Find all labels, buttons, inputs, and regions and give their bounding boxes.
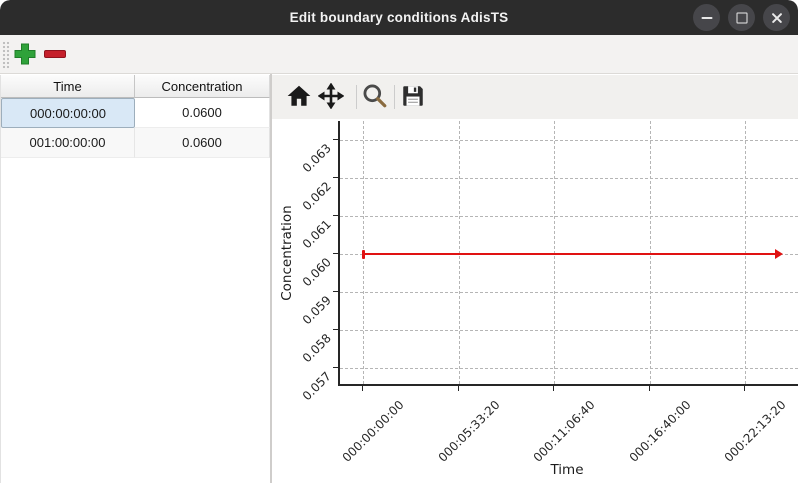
save-figure-button[interactable] (400, 83, 426, 109)
magnifier-icon (362, 84, 388, 113)
window-titlebar: Edit boundary conditions AdisTS (0, 0, 798, 35)
minimize-button[interactable] (693, 4, 720, 31)
time-cell[interactable]: 001:00:00:00 (1, 128, 135, 158)
table-row: 000:00:00:00 0.0600 (1, 98, 270, 128)
y-tick (333, 291, 340, 292)
x-gridline (458, 121, 460, 384)
x-tick (457, 384, 459, 391)
y-gridline (340, 140, 798, 141)
toolbar-grip-handle[interactable] (2, 41, 10, 69)
x-axis-label: Time (550, 462, 584, 478)
y-gridline (340, 216, 798, 217)
edit-toolbar (0, 35, 798, 74)
y-gridline (340, 292, 798, 293)
toolbar-separator (394, 85, 395, 109)
data-line-start-marker (361, 249, 365, 259)
add-row-button[interactable] (14, 43, 36, 65)
data-line (363, 252, 775, 256)
x-tick (648, 384, 650, 391)
minimize-icon (701, 16, 712, 19)
x-axis-spine (338, 384, 798, 386)
x-tick (744, 384, 745, 391)
y-tick (333, 367, 340, 368)
window-controls (693, 4, 790, 31)
y-axis-label: Concentration (279, 205, 295, 301)
concentration-cell[interactable]: 0.0600 (135, 98, 270, 128)
figure[interactable]: 0.063 0.062 0.061 0.060 0.059 0.058 0.057 000:0… (272, 119, 798, 483)
x-gridline (745, 121, 746, 384)
plot-nav-toolbar (272, 75, 798, 119)
boundary-table: Time Concentration 000:00:00:00 0.0600 001… (0, 75, 270, 483)
column-header-time[interactable]: Time (1, 75, 135, 98)
y-gridline (340, 330, 798, 331)
close-button[interactable] (763, 4, 790, 31)
table-header: Time Concentration (1, 75, 270, 98)
data-line-end-arrow (775, 249, 783, 259)
y-tick (333, 253, 340, 254)
y-tick (333, 329, 340, 330)
y-tick (333, 177, 340, 178)
table-body: 000:00:00:00 0.0600 001:00:00:00 0.0600 (1, 98, 270, 158)
maximize-icon (736, 12, 747, 23)
home-button[interactable] (286, 83, 312, 109)
panel-splitter[interactable] (270, 74, 272, 483)
minus-icon (44, 50, 66, 69)
window-title: Edit boundary conditions AdisTS (289, 10, 509, 25)
column-header-concentration[interactable]: Concentration (135, 75, 270, 98)
x-tick (362, 384, 363, 391)
y-gridline (340, 178, 798, 179)
pan-arrows-icon (317, 82, 345, 113)
concentration-cell[interactable]: 0.0600 (135, 128, 270, 158)
plus-icon (14, 43, 36, 69)
time-cell[interactable]: 000:00:00:00 (1, 98, 135, 128)
pan-button[interactable] (317, 82, 345, 110)
x-tick (553, 384, 554, 391)
x-gridline (649, 121, 651, 384)
y-axis-spine (338, 121, 340, 386)
y-tick (333, 139, 340, 140)
remove-row-button[interactable] (44, 43, 66, 65)
plot-panel: 0.063 0.062 0.061 0.060 0.059 0.058 0.057 000:0… (272, 75, 798, 483)
y-tick (333, 215, 340, 216)
table-row: 001:00:00:00 0.0600 (1, 128, 270, 158)
toolbar-separator (356, 85, 357, 109)
y-gridline (340, 368, 798, 369)
home-icon (286, 85, 312, 113)
floppy-disk-icon (400, 86, 426, 113)
x-gridline (554, 121, 555, 384)
x-tick-label: 000:00:00:00 (339, 397, 407, 465)
maximize-button[interactable] (728, 4, 755, 31)
zoom-button[interactable] (362, 83, 388, 109)
